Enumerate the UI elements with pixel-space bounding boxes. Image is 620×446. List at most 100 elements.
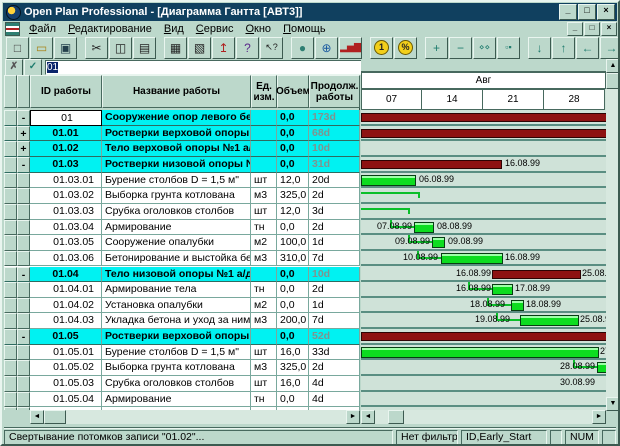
- cell-duration[interactable]: 33d: [309, 344, 360, 361]
- move-left-button[interactable]: ←: [576, 36, 599, 59]
- outline-button[interactable]: ▫▪: [497, 36, 520, 59]
- context-help-button[interactable]: ↖?: [260, 36, 283, 59]
- cell-duration[interactable]: 173d: [309, 110, 360, 126]
- paste-button[interactable]: ▤: [133, 36, 156, 59]
- scroll-down-icon[interactable]: ▼: [606, 397, 618, 411]
- close-button[interactable]: ×: [597, 4, 615, 20]
- cell-id[interactable]: 01.05.05: [30, 407, 102, 410]
- chart-h-scroll-track-l[interactable]: [375, 410, 388, 424]
- cell-id[interactable]: 01.03.03: [30, 203, 102, 220]
- cell-unit[interactable]: [251, 141, 277, 157]
- minimize-button[interactable]: _: [559, 4, 577, 20]
- chart-h-scroll-track[interactable]: [404, 410, 592, 424]
- cell-duration[interactable]: 52d: [309, 329, 360, 345]
- cell-name[interactable]: Бурение столбов D = 1,5 м": [102, 344, 251, 361]
- cell-id[interactable]: 01.04.02: [30, 297, 102, 314]
- summary-bar[interactable]: [361, 332, 606, 342]
- task-bar[interactable]: [432, 237, 445, 249]
- summary-bar[interactable]: [361, 113, 606, 122]
- cell-unit[interactable]: шт: [251, 344, 277, 361]
- summary-bar[interactable]: [361, 128, 606, 138]
- task-bar[interactable]: [414, 221, 434, 233]
- cell-rowselector[interactable]: [4, 141, 17, 157]
- cell-volume[interactable]: 0,0: [277, 282, 309, 298]
- cell-unit[interactable]: м2: [251, 297, 277, 314]
- rollup-button[interactable]: ↥: [212, 36, 235, 59]
- menu-window[interactable]: Окно: [245, 23, 272, 35]
- cell-name[interactable]: Армирование тела: [102, 282, 251, 298]
- child-close-button[interactable]: ×: [601, 22, 617, 36]
- cell-name[interactable]: Выборка грунта котлована: [102, 188, 251, 204]
- table-h-scrollbar[interactable]: ◄ ►: [30, 410, 360, 424]
- cell-name[interactable]: Ростверки верховой опоры №1 а/д: [102, 125, 251, 142]
- cell-duration[interactable]: 20d: [309, 172, 360, 189]
- chart-v-scrollbar[interactable]: ▲ ▼: [606, 59, 618, 411]
- cell-volume[interactable]: 0,0: [277, 156, 309, 173]
- move-right-button[interactable]: →: [600, 36, 618, 59]
- cell-rowselector[interactable]: [4, 188, 17, 204]
- cell-toggle[interactable]: [17, 235, 30, 251]
- scroll-up-icon[interactable]: ▲: [606, 59, 618, 73]
- cell-duration[interactable]: 2d: [309, 188, 360, 204]
- cell-duration[interactable]: 4d: [309, 376, 360, 392]
- expand-button[interactable]: +: [425, 36, 448, 59]
- cell-toggle[interactable]: [17, 203, 30, 220]
- cell-toggle[interactable]: [17, 219, 30, 236]
- new-button[interactable]: □: [6, 36, 29, 59]
- cell-unit[interactable]: тн: [251, 391, 277, 408]
- print-button[interactable]: ▦: [164, 36, 187, 59]
- task-bar[interactable]: [597, 362, 606, 374]
- cell-volume[interactable]: 12,0: [277, 172, 309, 189]
- cell-duration[interactable]: 1d: [309, 235, 360, 251]
- cell-unit[interactable]: м3: [251, 360, 277, 377]
- cell-volume[interactable]: 0,0: [277, 141, 309, 157]
- table-h-scroll-thumb[interactable]: [44, 410, 66, 424]
- copy-button[interactable]: ◫: [109, 36, 132, 59]
- cell-id[interactable]: 01.05.03: [30, 376, 102, 392]
- cell-id[interactable]: 01.03.01: [30, 172, 102, 189]
- cell-toggle[interactable]: -: [17, 266, 30, 283]
- cell-id[interactable]: 01.04: [30, 266, 102, 283]
- cell-rowselector[interactable]: [4, 266, 17, 283]
- cell-duration[interactable]: 3d: [309, 203, 360, 220]
- cell-rowselector[interactable]: [4, 329, 17, 345]
- cell-id[interactable]: 01.05: [30, 329, 102, 345]
- cell-toggle[interactable]: -: [17, 156, 30, 173]
- cell-volume[interactable]: 0,0: [277, 219, 309, 236]
- menu-view[interactable]: Вид: [163, 23, 184, 35]
- cell-duration[interactable]: 10d: [309, 141, 360, 157]
- cell-name[interactable]: Выборка грунта котлована: [102, 360, 251, 377]
- cell-unit[interactable]: тн: [251, 219, 277, 236]
- cell-toggle[interactable]: [17, 344, 30, 361]
- cell-duration[interactable]: 1d: [309, 297, 360, 314]
- cell-rowselector[interactable]: [4, 203, 17, 220]
- chart-v-scroll-thumb[interactable]: [606, 73, 618, 89]
- cell-volume[interactable]: 0,0: [277, 266, 309, 283]
- scroll-right-icon[interactable]: ►: [346, 410, 360, 424]
- cell-rowselector[interactable]: [4, 125, 17, 142]
- chart-h-scrollbar[interactable]: ◄ ►: [361, 410, 606, 424]
- move-up-button[interactable]: ↑: [552, 36, 575, 59]
- cell-id[interactable]: 01.03.06: [30, 250, 102, 267]
- help-button[interactable]: ?: [236, 36, 259, 59]
- app-icon[interactable]: [6, 4, 21, 20]
- cell-id[interactable]: 01.01: [30, 125, 102, 142]
- scroll-left-icon[interactable]: ◄: [30, 410, 44, 424]
- cancel-edit-button[interactable]: ✗: [5, 59, 23, 76]
- header-duration[interactable]: Продолж. работы: [309, 75, 360, 108]
- cell-duration[interactable]: [309, 407, 360, 410]
- cell-duration[interactable]: 68d: [309, 125, 360, 142]
- cell-rowselector[interactable]: [4, 360, 17, 377]
- cell-volume[interactable]: 0,0: [277, 329, 309, 345]
- cell-unit[interactable]: м3: [251, 250, 277, 267]
- cell-toggle[interactable]: -: [17, 110, 30, 126]
- cell-name[interactable]: Установка опалубки: [102, 297, 251, 314]
- cell-toggle[interactable]: +: [17, 125, 30, 142]
- confirm-edit-button[interactable]: ✓: [24, 59, 42, 76]
- task-bar[interactable]: [361, 346, 599, 358]
- cell-rowselector[interactable]: [4, 250, 17, 267]
- cell-unit[interactable]: м3: [251, 188, 277, 204]
- cell-name[interactable]: Тело низовой опоры №1 а/д моста: [102, 266, 251, 283]
- month-header[interactable]: Авг: [361, 72, 606, 89]
- header-volume[interactable]: Объем: [276, 75, 310, 108]
